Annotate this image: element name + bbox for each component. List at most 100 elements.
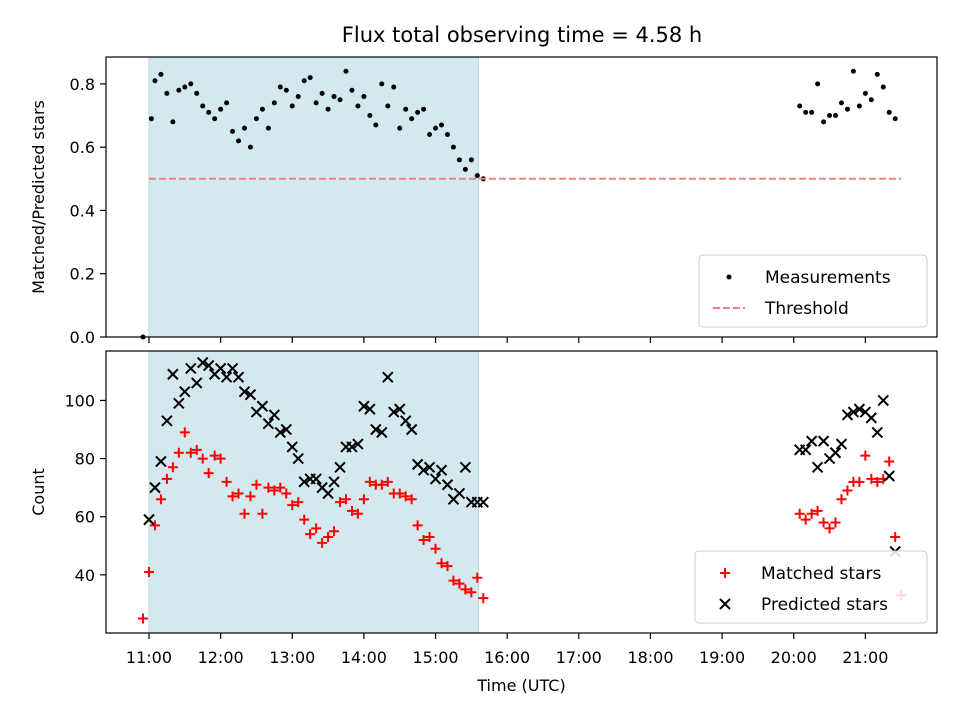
axes-frame — [105, 350, 938, 634]
measurement-point — [355, 103, 361, 109]
measurement-point — [361, 94, 367, 100]
y-axis-label: Matched/Predicted stars — [29, 100, 48, 294]
measurement-point — [833, 113, 839, 119]
x-tick-label: 11:00 — [126, 648, 172, 667]
legend-box — [694, 550, 928, 624]
measurement-point — [450, 144, 456, 150]
matched-star-point — [215, 453, 226, 464]
measurement-point — [367, 113, 373, 119]
legend-label: Threshold — [764, 299, 849, 319]
legend: Matched stars Predicted stars — [694, 550, 928, 624]
predicted-star-point — [799, 444, 812, 456]
matched-star-point — [293, 497, 304, 508]
matched-star-point — [281, 488, 292, 499]
measurement-point — [462, 166, 468, 172]
measurement-point — [236, 138, 242, 144]
measurement-point — [319, 90, 325, 96]
predicted-star-point — [143, 513, 155, 526]
matched-star-point — [460, 584, 471, 595]
measurement-point — [850, 68, 856, 74]
measurement-point — [301, 78, 307, 84]
predicted-star-point — [179, 385, 191, 398]
measurement-point — [289, 103, 295, 109]
matched-star-point — [364, 476, 375, 487]
matched-star-point — [884, 456, 895, 467]
measurement-point — [325, 106, 331, 112]
predicted-star-point — [149, 481, 161, 494]
y-tick-label: 0.8 — [70, 75, 95, 94]
x-tick-label: 12:00 — [198, 648, 244, 667]
measurement-point — [158, 71, 164, 77]
measurement-point — [307, 75, 313, 81]
predicted-star-point — [262, 417, 275, 430]
measurement-point — [838, 100, 844, 106]
predicted-star-point — [441, 479, 454, 491]
predicted-star-point — [435, 464, 448, 476]
predicted-star-point — [167, 368, 179, 380]
measurement-point — [265, 125, 271, 131]
predicted-star-point — [865, 412, 878, 424]
matched-star-point — [143, 566, 154, 577]
matched-star-point — [191, 444, 202, 455]
measurement-point — [242, 125, 247, 131]
measurement-point — [456, 157, 462, 163]
measurement-point — [218, 106, 224, 112]
matched-star-point — [382, 476, 393, 487]
measurement-point — [283, 87, 289, 93]
matched-star-point — [311, 523, 322, 534]
predicted-star-point — [197, 356, 209, 369]
measurement-point — [206, 109, 212, 115]
matched-star-point — [340, 494, 351, 505]
predicted-star-point — [268, 409, 281, 421]
predicted-star-point — [883, 470, 895, 482]
measurement-point — [337, 97, 343, 103]
measurement-point — [868, 97, 874, 103]
x-tick-label: 19:00 — [699, 648, 745, 667]
predicted-star-point — [238, 385, 251, 398]
matched-star-point — [305, 529, 316, 540]
predicted-star-point — [232, 371, 245, 383]
matched-star-point — [275, 482, 286, 493]
measurement-point — [385, 103, 391, 109]
measurement-point — [152, 78, 158, 84]
matched-star-point — [872, 476, 883, 487]
matched-star-point — [352, 508, 363, 519]
matched-star-point — [257, 508, 268, 519]
predicted-star-point — [274, 426, 287, 439]
measurement-point — [224, 100, 230, 106]
matched-star-point — [299, 514, 310, 525]
matched-star-point — [472, 572, 483, 583]
matched-star-point — [167, 462, 178, 473]
matched-star-point — [890, 532, 901, 543]
measurement-point — [797, 103, 803, 109]
x-tick-label: 15:00 — [412, 648, 458, 667]
measurement-point — [444, 132, 450, 138]
predicted-star-point — [191, 377, 203, 389]
top-panel: 0.0 0.2 0.4 0.6 0.8 Matched/Predicted stars Me… — [29, 56, 938, 347]
y-tick-label: 40 — [75, 566, 95, 585]
predicted-star-point — [429, 473, 442, 485]
predicted-star-point — [871, 426, 884, 439]
legend-marker — [720, 568, 730, 578]
predicted-star-point — [328, 476, 340, 488]
matched-star-point — [173, 447, 184, 458]
predicted-star-point — [310, 473, 322, 485]
matched-star-point — [179, 427, 190, 438]
predicted-star-point — [829, 447, 842, 459]
measurement-point — [253, 116, 259, 122]
x-tick-label: 13:00 — [269, 648, 315, 667]
matched-star-point — [227, 491, 238, 502]
y-tick-label: 80 — [75, 450, 95, 469]
measurement-point — [844, 106, 850, 112]
y-tick-label: 100 — [64, 391, 95, 410]
matched-star-point — [830, 517, 841, 528]
measurement-point — [815, 81, 821, 87]
measurement-point — [247, 144, 253, 150]
predicted-star-point — [817, 435, 830, 447]
predicted-star-point — [388, 406, 400, 418]
predicted-star-point — [173, 397, 185, 410]
predicted-star-point — [298, 476, 310, 488]
matched-star-point — [155, 494, 166, 505]
measurement-point — [886, 109, 892, 115]
